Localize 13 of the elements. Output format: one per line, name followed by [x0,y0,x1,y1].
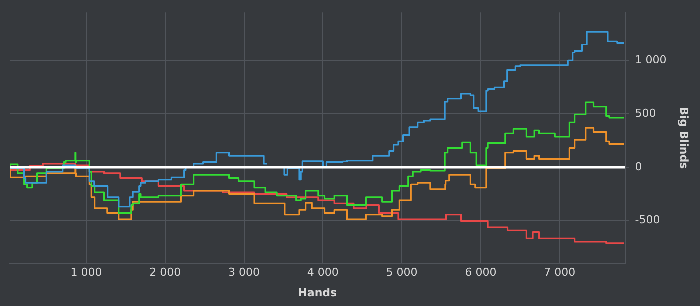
y-tick-label: 500 [635,106,656,120]
y-axis-title: Big Blinds [678,107,691,170]
x-tick-label: 6 000 [465,266,497,280]
y-tick-label: 1 000 [635,54,667,67]
x-axis-title: Hands [298,286,338,300]
y-tick-label: -500 [635,214,660,227]
x-tick-label: 4 000 [307,266,339,280]
x-tick-label: 3 000 [228,266,260,280]
x-tick-label: 5 000 [386,266,418,280]
x-tick-label: 7 000 [544,266,576,280]
y-tick-label: 0 [635,160,642,174]
x-tick-label: 1 000 [70,266,102,280]
x-tick-label: 2 000 [150,266,182,280]
